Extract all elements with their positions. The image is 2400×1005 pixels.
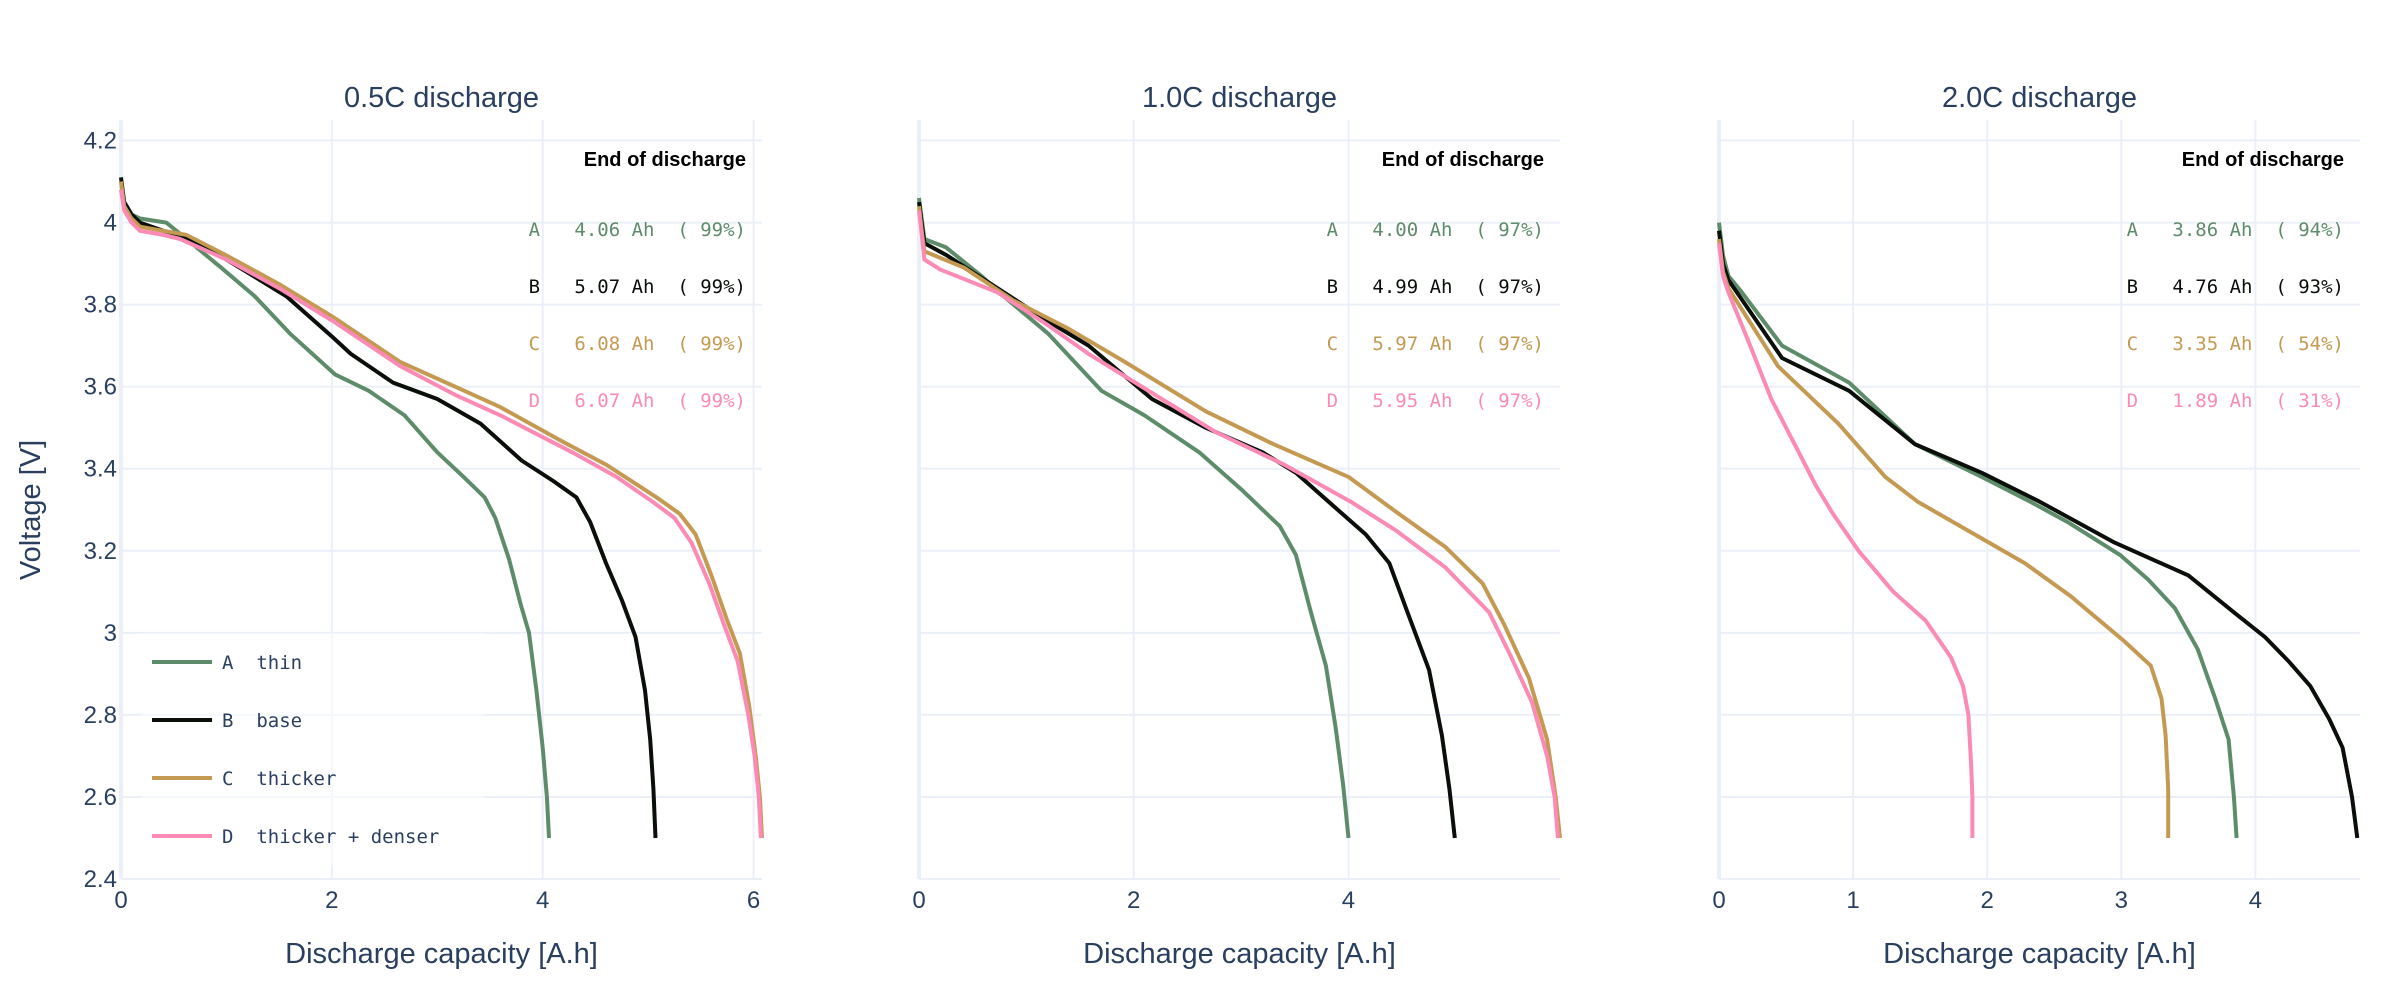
end-of-discharge-header: End of discharge	[584, 149, 746, 171]
series-line-d	[119, 189, 763, 839]
x-axis-title: Discharge capacity [A.h]	[1083, 938, 1396, 970]
series-lines	[119, 177, 764, 839]
y-tick-label: 3.6	[84, 374, 117, 401]
y-tick-label: 3.2	[84, 538, 117, 565]
end-of-discharge-row-b: B 5.07 Ah ( 99%)	[529, 276, 746, 298]
x-tick-label: 2	[1981, 887, 1994, 914]
legend: A thin B base C thicker D thicker + denser	[142, 633, 484, 865]
end-of-discharge-row-d: D 6.07 Ah ( 99%)	[529, 390, 746, 412]
end-of-discharge-row-b: B 4.99 Ah ( 97%)	[1327, 276, 1544, 298]
panel-3: 0 1 2 3 4 2.0C discharge Discharge capacity [A…	[1712, 82, 2360, 970]
legend-label: A thin	[222, 652, 302, 674]
y-tick-label: 2.8	[84, 702, 117, 729]
x-tick-label: 4	[536, 887, 549, 914]
x-tick-label: 2	[325, 887, 338, 914]
x-tick-label: 4	[2249, 887, 2262, 914]
end-of-discharge-header: End of discharge	[1382, 149, 1544, 171]
legend-item-b[interactable]: B base	[152, 710, 302, 732]
series-line-a	[119, 181, 551, 839]
y-tick-label: 3.8	[84, 292, 117, 319]
series-line-d	[1717, 242, 1975, 838]
series-line-b	[1717, 230, 2360, 839]
series-line-d	[917, 210, 1560, 839]
series-line-a	[917, 197, 1351, 839]
end-of-discharge-row-c: C 6.08 Ah ( 99%)	[529, 333, 746, 355]
end-of-discharge-row-b: B 4.76 Ah ( 93%)	[2127, 276, 2344, 298]
end-of-discharge-row-a: A 4.00 Ah ( 97%)	[1327, 219, 1544, 241]
y-axis-title: Voltage [V]	[15, 440, 47, 580]
series-lines	[917, 197, 1562, 839]
legend-label: D thicker + denser	[222, 826, 439, 848]
panel-2: 0 2 4 1.0C discharge Discharge capacity [A.h…	[912, 82, 1562, 970]
x-tick-label: 6	[747, 887, 760, 914]
series-line-a	[1717, 222, 2239, 839]
x-axis-title: Discharge capacity [A.h]	[285, 938, 598, 970]
x-tick-label: 3	[2115, 887, 2128, 914]
panels-group: 2.4 2.6 2.8 3 3.2 3.4 3.6 3.8 4 4.2 0 2 4 6 0.5C disch…	[84, 82, 2360, 970]
x-tick-label: 0	[114, 887, 127, 914]
x-axis-title: Discharge capacity [A.h]	[1883, 938, 2196, 970]
x-tick-label: 1	[1846, 887, 1859, 914]
panel-title: 1.0C discharge	[1142, 82, 1337, 114]
legend-label: B base	[222, 710, 302, 732]
end-of-discharge-row-d: D 1.89 Ah ( 31%)	[2127, 390, 2344, 412]
y-tick-label: 4	[104, 210, 117, 237]
end-of-discharge-row-a: A 4.06 Ah ( 99%)	[529, 219, 746, 241]
legend-item-a[interactable]: A thin	[152, 652, 302, 674]
y-tick-label: 4.2	[84, 128, 117, 155]
panel-title: 0.5C discharge	[344, 82, 539, 114]
y-tick-label: 2.6	[84, 784, 117, 811]
x-tick-label: 4	[1342, 887, 1355, 914]
end-of-discharge-header: End of discharge	[2182, 149, 2344, 171]
x-tick-label: 0	[912, 887, 925, 914]
y-tick-label: 3	[104, 620, 117, 647]
legend-background	[142, 633, 484, 865]
legend-label: C thicker	[222, 768, 336, 790]
y-tick-label: 2.4	[84, 866, 117, 893]
x-tick-label: 0	[1712, 887, 1725, 914]
end-of-discharge-row-d: D 5.95 Ah ( 97%)	[1327, 390, 1544, 412]
legend-item-c[interactable]: C thicker	[152, 768, 336, 790]
series-lines	[1717, 222, 2360, 839]
end-of-discharge-row-c: C 5.97 Ah ( 97%)	[1327, 333, 1544, 355]
end-of-discharge-row-c: C 3.35 Ah ( 54%)	[2127, 333, 2344, 355]
series-line-c	[1717, 238, 2171, 838]
panel-title: 2.0C discharge	[1942, 82, 2137, 114]
series-line-c	[917, 205, 1562, 839]
y-tick-label: 3.4	[84, 456, 117, 483]
end-of-discharge-row-a: A 3.86 Ah ( 94%)	[2127, 219, 2344, 241]
x-tick-label: 2	[1127, 887, 1140, 914]
legend-item-d[interactable]: D thicker + denser	[152, 826, 439, 848]
series-line-c	[119, 181, 764, 839]
